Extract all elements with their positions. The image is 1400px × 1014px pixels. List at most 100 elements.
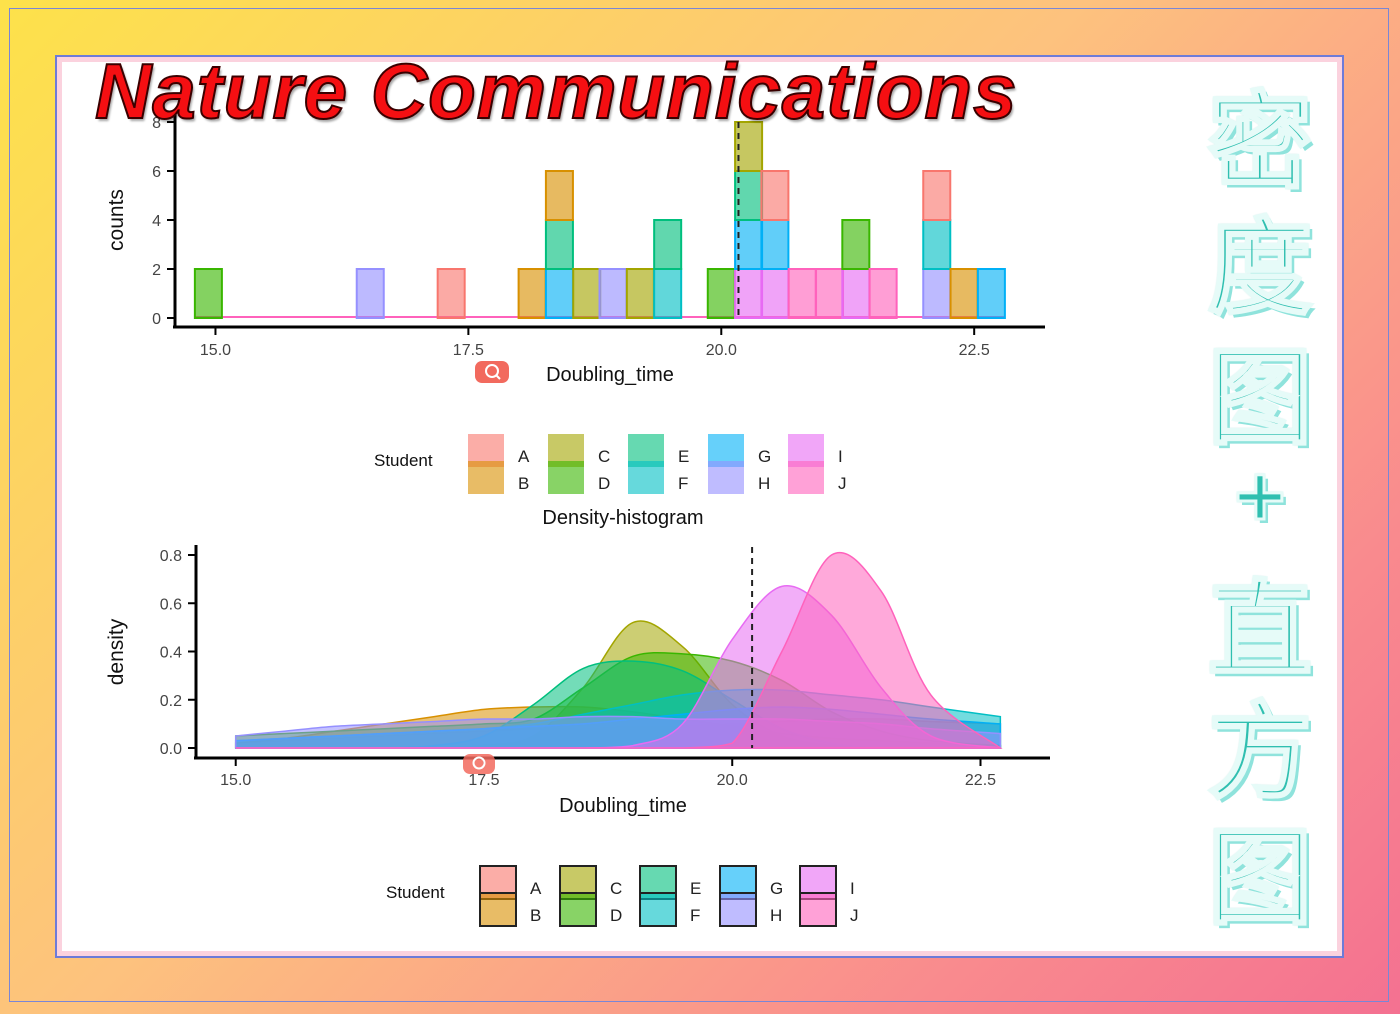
histogram-bar-B-3 xyxy=(517,268,547,319)
histogram-bar-H-6 xyxy=(598,268,628,319)
legend-label-C: C xyxy=(598,447,610,466)
histogram-bar-B-4 xyxy=(544,170,574,221)
density-x-label: Doubling_time xyxy=(559,795,687,817)
legend-label-C: C xyxy=(610,879,622,898)
cjk-char-4: 直 xyxy=(1206,569,1313,692)
legend-label-A: A xyxy=(518,447,530,466)
legend-label-I: I xyxy=(850,879,855,898)
histogram-y-tick-label: 2 xyxy=(152,262,161,279)
histogram-bar-B-17 xyxy=(949,268,979,319)
histogram-bar-J-15 xyxy=(868,268,898,319)
density-y-label: density xyxy=(105,618,128,685)
histogram-x-tick-label: 22.5 xyxy=(959,342,990,359)
histogram-y-ticks: 0 2 4 6 8 xyxy=(152,115,175,328)
outer-frame xyxy=(9,8,1389,1002)
legend-key-J xyxy=(788,461,824,494)
histogram-y-label: counts xyxy=(105,189,128,251)
density-x-ticks: 15.0 17.5 20.0 22.5 xyxy=(220,758,996,789)
cjk-headline: 密 度 图 + 直 方 图 xyxy=(1190,60,1330,940)
density-areas xyxy=(234,552,1003,749)
density-chart: Density-histogram 0.0 0.2 0.4 0.6 0.8 15.0 17… xyxy=(105,507,1050,817)
legend-label-F: F xyxy=(690,906,700,925)
histogram-bar-I-11 xyxy=(760,268,790,319)
histogram-bar-C-10 xyxy=(734,121,764,172)
histogram-x-label: Doubling_time xyxy=(546,364,674,386)
histogram-x-tick-label: 15.0 xyxy=(200,342,231,359)
legend-key-H xyxy=(708,461,744,494)
density-y-tick-label: 0.6 xyxy=(160,596,182,613)
search-badge-icon[interactable] xyxy=(475,361,509,383)
histogram-bar-F-8 xyxy=(653,268,683,319)
histogram-y-tick-label: 8 xyxy=(152,115,161,132)
density-y-ticks: 0.0 0.2 0.4 0.6 0.8 xyxy=(160,548,196,758)
histogram-bar-H-16 xyxy=(922,268,952,319)
histogram-chart: 0 2 4 6 8 15.0 17.5 20.0 22.5 counts Doubling_t… xyxy=(105,112,1045,386)
density-chart-title: Density-histogram xyxy=(542,507,703,529)
histogram-bar-E-8 xyxy=(653,219,683,270)
legend-label-D: D xyxy=(598,474,610,493)
density-x-tick-label: 22.5 xyxy=(965,772,996,789)
legend-label-E: E xyxy=(678,447,689,466)
density-x-tick-label: 15.0 xyxy=(220,772,251,789)
density-legend: Student AB CD EF GH IJ xyxy=(386,865,859,927)
histogram-bar-D-14 xyxy=(841,219,871,270)
histogram-legend: Student AB CD EF GH IJ xyxy=(374,434,847,494)
legend-label-J: J xyxy=(850,906,859,925)
legend-key-J xyxy=(799,892,837,927)
cjk-plus: + xyxy=(1229,453,1291,538)
legend-key-B xyxy=(468,461,504,494)
legend-label-G: G xyxy=(758,447,771,466)
cjk-char-3: 图 xyxy=(1206,337,1313,460)
density-y-tick-label: 0.4 xyxy=(160,645,182,662)
histogram-bar-J-13 xyxy=(815,268,845,319)
search-badge-icon-2[interactable] xyxy=(463,754,495,774)
histogram-bars xyxy=(193,121,1006,319)
histogram-bar-E-10 xyxy=(734,170,764,221)
histogram-bar-E-4 xyxy=(544,219,574,270)
legend-label-B: B xyxy=(530,906,541,925)
overlay-title: Nature Communications xyxy=(94,46,1018,136)
histogram-y-tick-label: 6 xyxy=(152,164,161,181)
histogram-bar-H-1 xyxy=(355,268,385,319)
legend-key-H xyxy=(719,892,757,927)
histogram-bar-J-12 xyxy=(787,268,817,319)
legend-title: Student xyxy=(374,451,433,470)
cjk-char-5: 方 xyxy=(1206,691,1313,814)
density-x-tick-label: 17.5 xyxy=(468,772,499,789)
legend-label-H: H xyxy=(770,906,782,925)
cjk-char-2: 度 xyxy=(1206,207,1313,330)
histogram-x-tick-label: 20.0 xyxy=(706,342,737,359)
histogram-bar-G-4 xyxy=(544,268,574,319)
legend-key-D xyxy=(559,892,597,927)
legend-key-B xyxy=(479,892,517,927)
cjk-char-6: 图 xyxy=(1206,817,1313,940)
cjk-char-1: 密 xyxy=(1206,81,1313,204)
histogram-bar-A-11 xyxy=(760,170,790,221)
legend-label-I: I xyxy=(838,447,843,466)
histogram-bar-I-14 xyxy=(841,268,871,319)
legend-key-F xyxy=(639,892,677,927)
histogram-x-ticks: 15.0 17.5 20.0 22.5 xyxy=(200,327,990,359)
histogram-bar-F-16 xyxy=(922,219,952,270)
histogram-bar-G-18 xyxy=(976,268,1006,319)
histogram-y-tick-label: 4 xyxy=(152,213,161,230)
density-y-tick-label: 0.0 xyxy=(160,741,182,758)
histogram-bar-C-5 xyxy=(572,268,602,319)
histogram-bar-D-9 xyxy=(706,268,736,319)
histogram-bar-G-11 xyxy=(760,219,790,270)
histogram-bar-D-0 xyxy=(193,268,223,319)
legend-label-D: D xyxy=(610,906,622,925)
histogram-x-tick-label: 17.5 xyxy=(453,342,484,359)
histogram-y-tick-label: 0 xyxy=(152,311,161,328)
legend-label-B: B xyxy=(518,474,529,493)
legend-label-F: F xyxy=(678,474,688,493)
density-x-tick-label: 20.0 xyxy=(717,772,748,789)
density-y-tick-label: 0.8 xyxy=(160,548,182,565)
legend-label-G: G xyxy=(770,879,783,898)
legend-label-J: J xyxy=(838,474,847,493)
legend-label-A: A xyxy=(530,879,542,898)
density-area-J xyxy=(235,552,1003,749)
density-y-tick-label: 0.2 xyxy=(160,693,182,710)
legend-key-D xyxy=(548,461,584,494)
